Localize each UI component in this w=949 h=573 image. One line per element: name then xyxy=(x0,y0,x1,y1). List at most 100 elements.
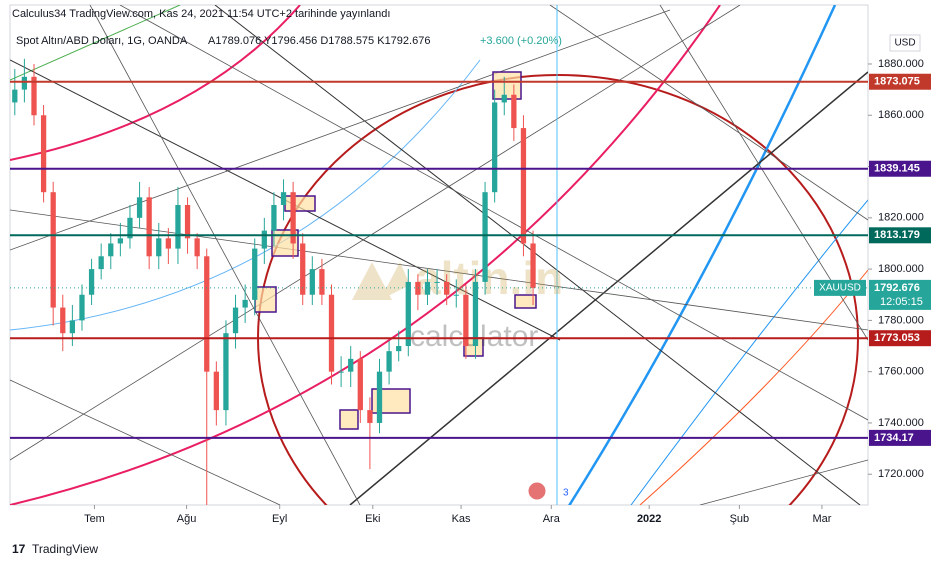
level-badge xyxy=(869,227,931,244)
y-tick-label: 1720.000 xyxy=(878,468,924,480)
footer: TradingView xyxy=(32,542,98,556)
level-label: 1873.075 xyxy=(874,76,920,88)
level-badge xyxy=(869,73,931,90)
candle-body xyxy=(223,333,229,411)
candle-body xyxy=(348,358,354,372)
symbol: Spot Altın/ABD Doları, 1G, OANDA xyxy=(16,35,188,47)
footer-logo: 17 xyxy=(12,542,26,556)
candle-body xyxy=(290,192,296,244)
events: 3 xyxy=(527,481,569,501)
candle-body xyxy=(213,371,219,411)
x-tick-label: 2022 xyxy=(637,513,661,525)
candle-body xyxy=(376,371,383,423)
level-label: 1839.145 xyxy=(874,163,920,175)
candle-body xyxy=(79,294,85,321)
x-tick-label: Mar xyxy=(812,513,831,525)
ticker-badge xyxy=(814,279,866,296)
candle-body xyxy=(175,205,181,249)
candle-body xyxy=(357,358,363,411)
candle-body xyxy=(117,238,124,244)
plot-area xyxy=(9,4,869,506)
candle-body xyxy=(424,281,431,295)
level-badge xyxy=(869,330,931,347)
candle-body xyxy=(31,76,37,116)
candle-body xyxy=(232,307,239,334)
candle-body xyxy=(156,238,162,257)
ticker: XAUUSD xyxy=(819,283,861,294)
candle-body xyxy=(396,346,402,352)
watermark: altin.in calculator xyxy=(352,252,563,353)
candle-body xyxy=(69,320,76,334)
candle-body xyxy=(204,256,210,372)
candle-body xyxy=(146,197,152,257)
candle-body xyxy=(261,230,267,249)
last-price: 1792.676 xyxy=(874,282,920,294)
last-badge xyxy=(869,279,931,310)
x-tick-label: Şub xyxy=(730,513,750,525)
candle-body xyxy=(328,294,335,372)
candle-body xyxy=(520,128,527,244)
change: +3.600 (+0.20%) xyxy=(480,35,562,47)
x-tick-label: Eki xyxy=(365,513,380,525)
y-tick-label: 1740.000 xyxy=(878,417,924,429)
candle-body xyxy=(60,307,66,334)
candle-body xyxy=(184,205,191,239)
candle-body xyxy=(386,351,392,372)
ohlc: A1789.076 Y1796.456 D1788.575 K1792.676 xyxy=(208,35,430,47)
level-label: 1734.17 xyxy=(874,432,914,444)
y-tick-label: 1820.000 xyxy=(878,212,924,224)
candle-body xyxy=(338,371,344,373)
level-label: 1773.053 xyxy=(874,332,920,344)
currency: USD xyxy=(894,38,915,49)
candle-body xyxy=(511,94,517,129)
candle-body xyxy=(405,281,411,347)
candle-body xyxy=(252,248,258,300)
y-tick-label: 1880.000 xyxy=(878,58,924,70)
event-icon xyxy=(527,481,547,501)
countdown: 12:05:15 xyxy=(880,296,923,308)
candle-body xyxy=(434,281,440,283)
currency-box xyxy=(889,34,921,52)
watermark-logo xyxy=(352,262,410,300)
candle-body xyxy=(98,256,104,270)
candle-body xyxy=(472,281,479,347)
level-badge xyxy=(869,429,931,446)
candle-body xyxy=(12,89,18,103)
candle-body xyxy=(280,192,287,205)
x-tick-label: Kas xyxy=(452,513,471,525)
candle-body xyxy=(50,192,56,308)
x-tick-label: Ara xyxy=(543,513,561,525)
candle-body xyxy=(463,294,469,347)
candle-body xyxy=(108,243,114,257)
candle-body xyxy=(242,299,248,308)
x-tick-label: Tem xyxy=(84,513,105,525)
y-tick-label: 1860.000 xyxy=(878,109,924,121)
candle-body xyxy=(165,238,171,249)
candle-body xyxy=(309,269,315,295)
y-tick-label: 1800.000 xyxy=(878,263,924,275)
watermark-brand: altin.in xyxy=(415,252,563,304)
candle-body xyxy=(501,94,507,103)
event-count: 3 xyxy=(563,488,569,499)
candle-body xyxy=(453,294,459,296)
candle-body xyxy=(482,192,488,282)
candle-body xyxy=(271,205,277,231)
candle-body xyxy=(415,281,421,295)
x-tick-label: Ağu xyxy=(177,513,197,525)
candle-body xyxy=(88,269,95,295)
candle-body xyxy=(319,269,325,295)
candle-body xyxy=(300,243,306,295)
level-label: 1813.179 xyxy=(874,229,920,241)
publisher: Calculus34 TradingView.com, Kas 24, 2021… xyxy=(12,8,390,20)
candle-body xyxy=(127,217,133,239)
candle-body xyxy=(136,197,143,218)
candle-body xyxy=(530,243,536,288)
candle-body xyxy=(40,115,47,193)
candle-body xyxy=(194,238,200,257)
y-tick-label: 1760.000 xyxy=(878,366,924,378)
candle-body xyxy=(21,76,28,90)
candle-body xyxy=(367,410,373,423)
candle-body xyxy=(492,102,498,193)
y-tick-label: 1780.000 xyxy=(878,314,924,326)
